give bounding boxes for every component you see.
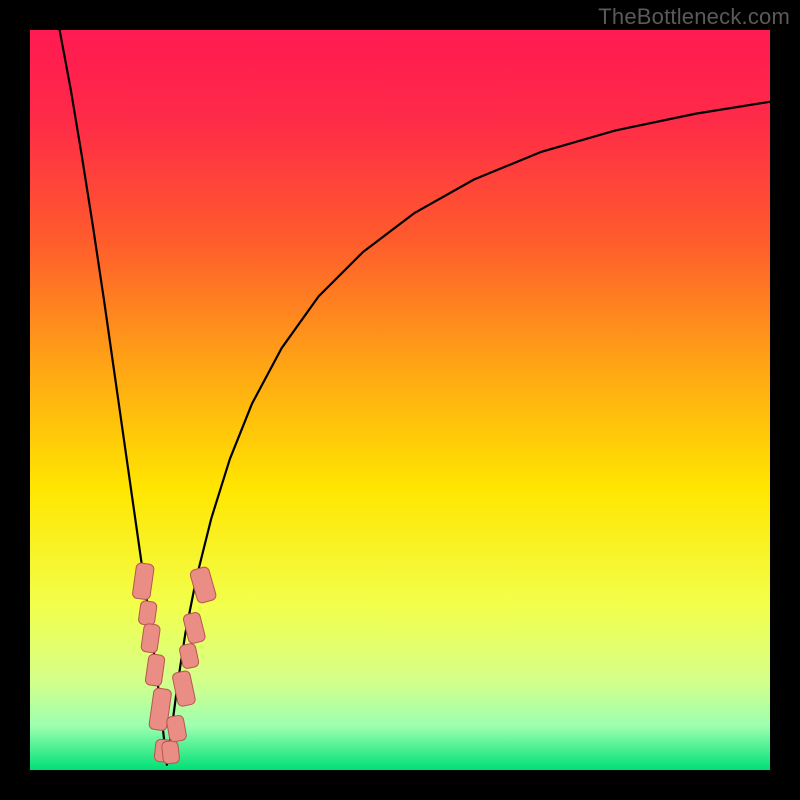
plot-background <box>30 30 770 770</box>
watermark-text: TheBottleneck.com <box>598 4 790 30</box>
curve-marker <box>138 600 157 626</box>
curve-marker <box>166 715 187 743</box>
curve-marker <box>141 623 161 653</box>
chart-svg <box>0 0 800 800</box>
curve-marker <box>161 740 180 764</box>
bottleneck-chart: TheBottleneck.com <box>0 0 800 800</box>
